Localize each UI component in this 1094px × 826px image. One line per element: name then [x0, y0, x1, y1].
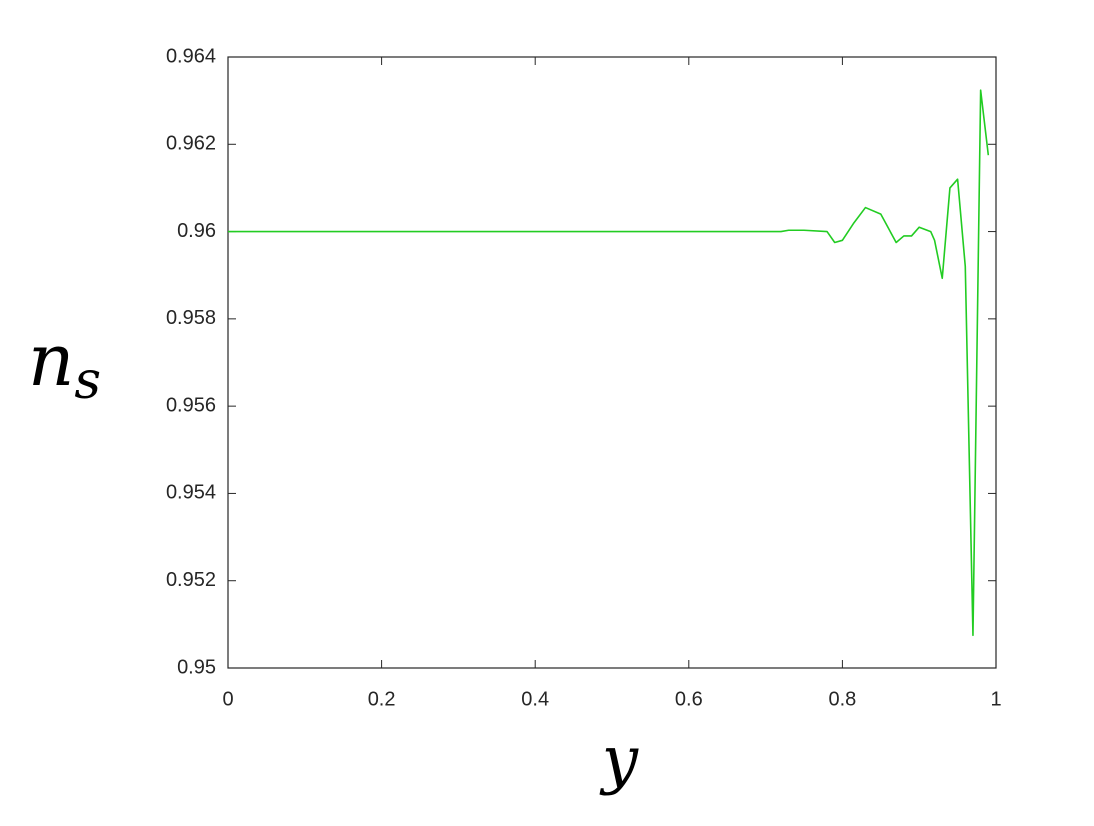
y-tick-label: 0.95 — [177, 656, 216, 678]
y-tick-label: 0.964 — [166, 45, 216, 67]
y-tick-label: 0.962 — [166, 133, 216, 155]
x-tick-label: 1 — [990, 688, 1001, 710]
y-tick-label: 0.954 — [166, 482, 216, 504]
x-tick-label: 0.6 — [675, 688, 703, 710]
x-tick-label: 0 — [222, 688, 233, 710]
y-tick-label: 0.952 — [166, 569, 216, 591]
plot-frame — [227, 56, 997, 669]
x-axis-label: y — [599, 724, 639, 798]
x-tick-label: 0.8 — [828, 688, 856, 710]
y-tick-label: 0.958 — [166, 307, 216, 329]
x-tick-label: 0.4 — [521, 688, 549, 710]
y-tick-label: 0.956 — [166, 394, 216, 416]
y-axis-label-subscript: s — [74, 351, 101, 411]
y-tick-label: 0.96 — [177, 220, 216, 242]
y-axis-label: ns — [28, 318, 101, 411]
y-axis-label-base: n — [28, 318, 74, 402]
data-line — [228, 89, 990, 637]
x-tick-label: 0.2 — [368, 688, 396, 710]
